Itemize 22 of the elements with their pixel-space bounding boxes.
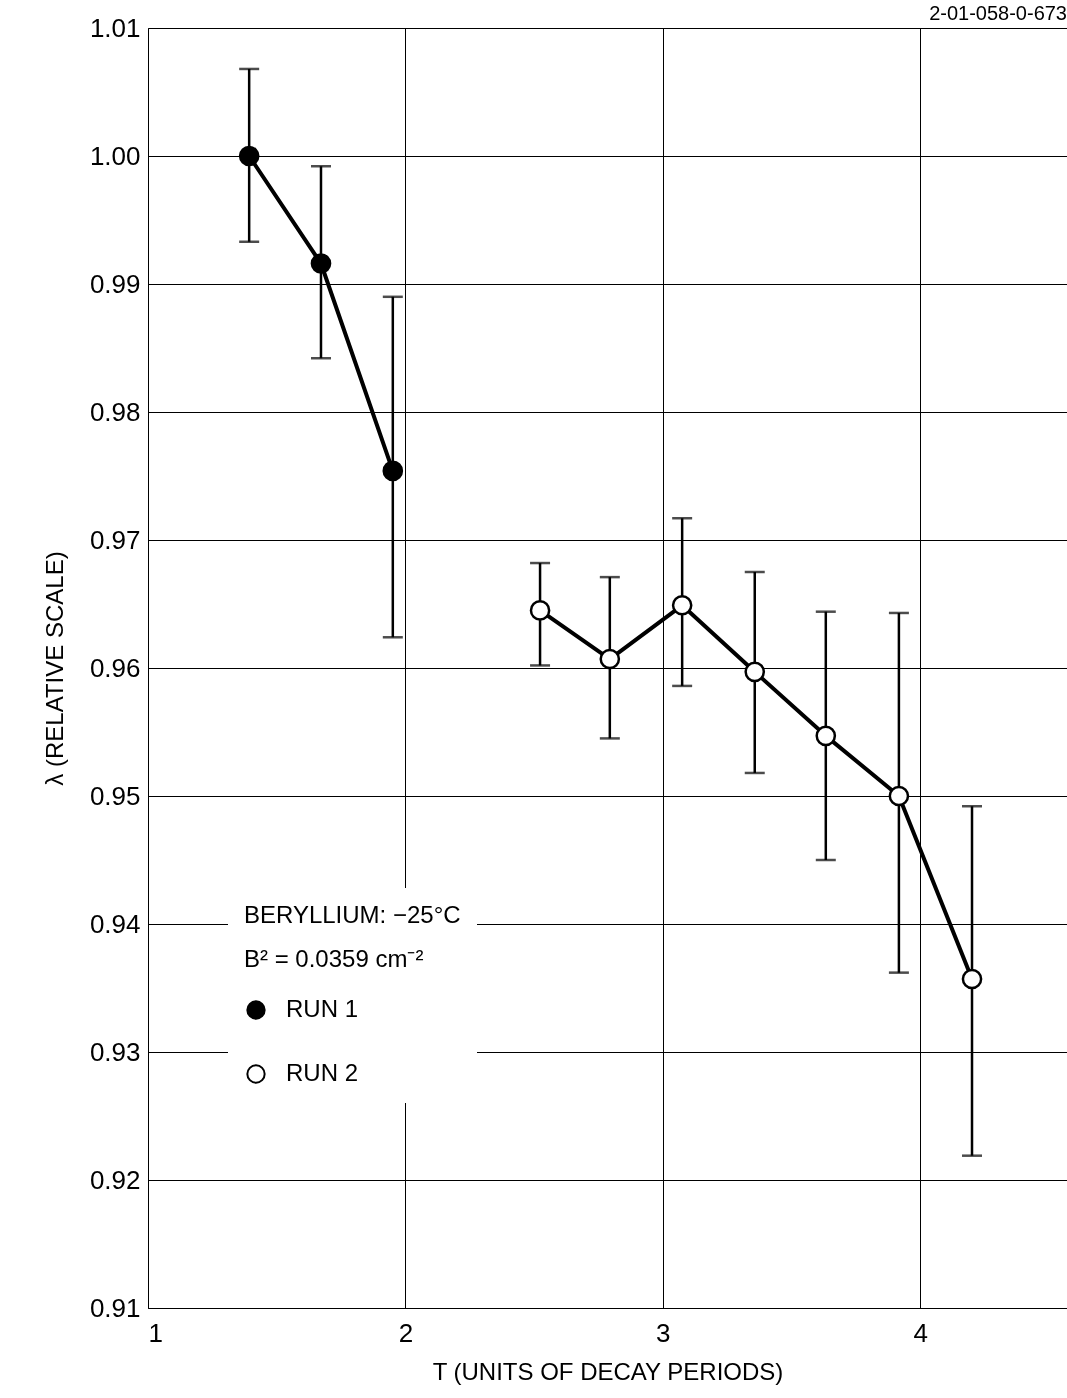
x-tick-label: 4 bbox=[913, 1317, 928, 1348]
x-tick-label: 2 bbox=[398, 1317, 414, 1348]
annotation: B² = 0.0359 cm⁻² bbox=[244, 945, 424, 972]
x-tick-label: 3 bbox=[656, 1317, 671, 1348]
y-tick-label: 0.95 bbox=[89, 780, 141, 811]
text: 2-01-058-0-673 bbox=[929, 2, 1067, 24]
legend-title: BERYLLIUM: −25°C bbox=[244, 901, 461, 928]
y-tick-label: 0.96 bbox=[89, 652, 141, 683]
y-tick-label: 1.01 bbox=[89, 12, 141, 43]
y-tick-label: 0.94 bbox=[89, 908, 141, 939]
y-tick-label: 0.98 bbox=[89, 396, 141, 427]
x-axis-title: T (UNITS OF DECAY PERIODS) bbox=[432, 1357, 784, 1385]
y-tick-label: 1.00 bbox=[89, 140, 141, 171]
y-tick-label: 0.91 bbox=[89, 1292, 141, 1323]
legend-label: RUN 2 bbox=[286, 1059, 359, 1086]
y-tick-label: 0.93 bbox=[89, 1036, 141, 1067]
legend-label: RUN 1 bbox=[286, 995, 359, 1022]
y-tick-label: 0.97 bbox=[89, 524, 141, 555]
y-axis-title: λ (RELATIVE SCALE) bbox=[40, 551, 68, 786]
y-tick-label: 0.92 bbox=[89, 1164, 141, 1195]
y-tick-label: 0.99 bbox=[89, 268, 141, 299]
x-tick-label: 1 bbox=[148, 1317, 163, 1348]
